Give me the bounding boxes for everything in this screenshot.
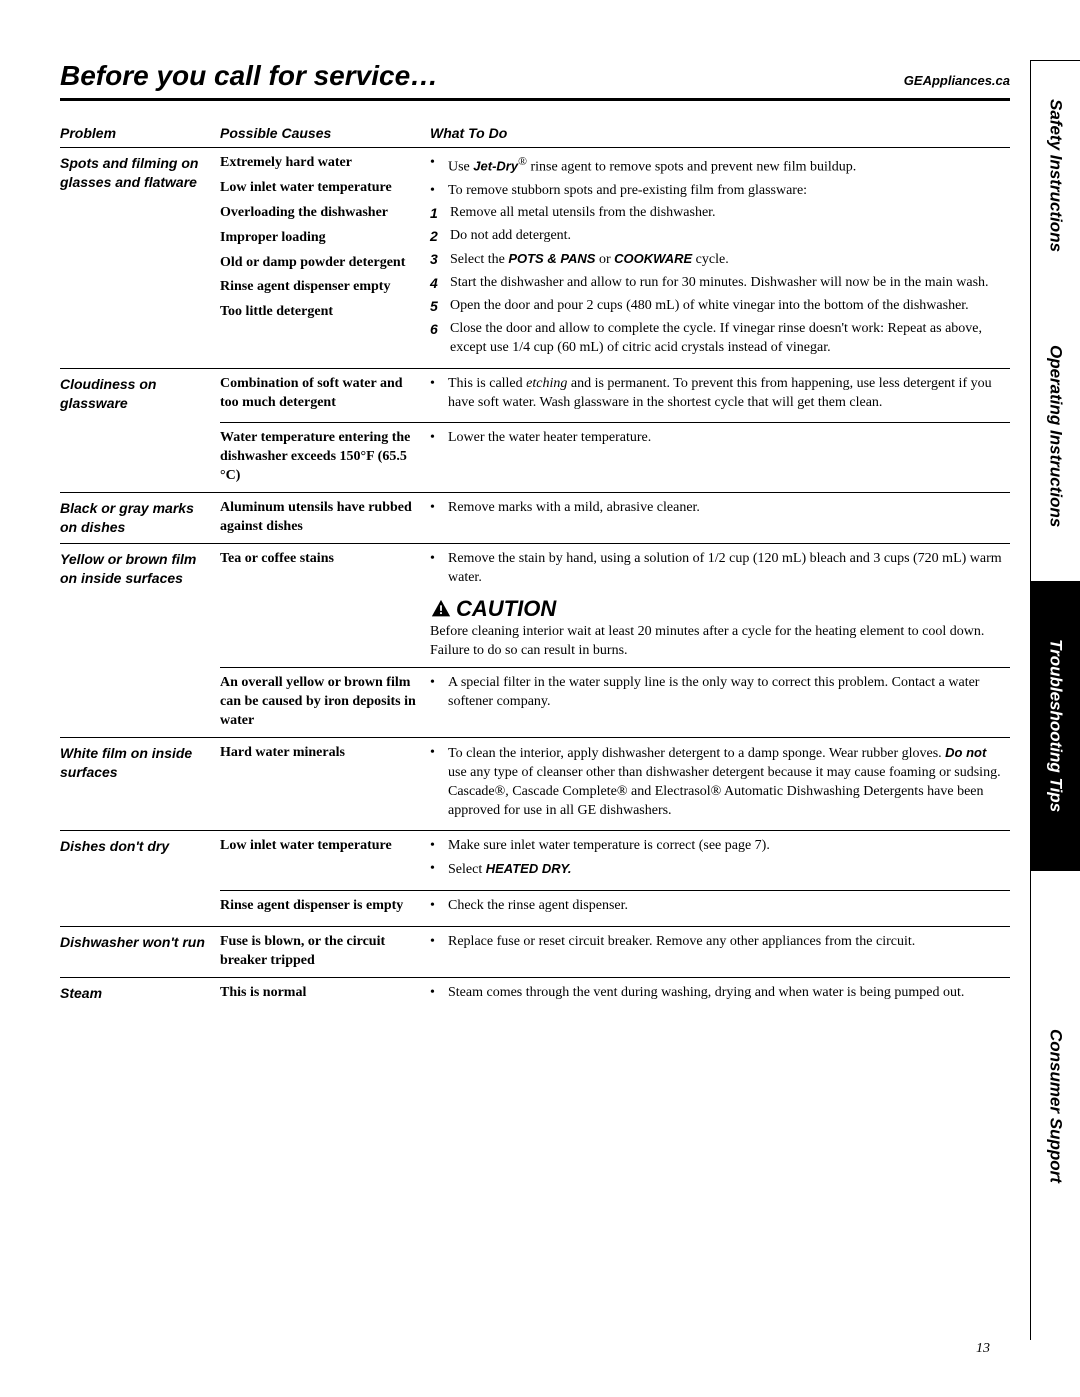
cause-cell: An overall yellow or brown film can be c… xyxy=(220,668,430,738)
cause-cell: Tea or coffee stains xyxy=(220,543,430,667)
todo-cell: •Use Jet-Dry® rinse agent to remove spot… xyxy=(430,148,1010,369)
todo-cell: •Lower the water heater temperature. xyxy=(430,423,1010,493)
table-row: Spots and filming on glasses and flatwar… xyxy=(60,148,1010,369)
todo-step: 1Remove all metal utensils from the dish… xyxy=(430,204,1002,223)
table-row: White film on inside surfaces Hard water… xyxy=(60,737,1010,831)
caution-text: Before cleaning interior wait at least 2… xyxy=(430,623,1002,661)
cause-cell: Aluminum utensils have rubbed against di… xyxy=(220,493,430,544)
cause-cell: Water temperature entering the dishwashe… xyxy=(220,423,430,493)
todo-bullet: •Use Jet-Dry® rinse agent to remove spot… xyxy=(430,154,1002,178)
todo-cell: •This is called etching and is permanent… xyxy=(430,368,1010,423)
cause-item: Old or damp powder detergent xyxy=(220,254,422,273)
problem-cell: White film on inside surfaces xyxy=(60,737,220,831)
cause-cell: This is normal xyxy=(220,977,430,1012)
problem-cell: Dishwasher won't run xyxy=(60,927,220,978)
cause-item: Too little detergent xyxy=(220,303,422,322)
table-row: Black or gray marks on dishes Aluminum u… xyxy=(60,493,1010,544)
page-content: Before you call for service… GEAppliance… xyxy=(0,0,1080,1397)
todo-cell: •Steam comes through the vent during was… xyxy=(430,977,1010,1012)
tab-consumer-support[interactable]: Consumer Support xyxy=(1031,871,1080,1341)
todo-cell: •Replace fuse or reset circuit breaker. … xyxy=(430,927,1010,978)
cause-cell: Extremely hard water Low inlet water tem… xyxy=(220,148,430,369)
problem-cell: Spots and filming on glasses and flatwar… xyxy=(60,148,220,369)
todo-cell: •Make sure inlet water temperature is co… xyxy=(430,831,1010,891)
warning-icon xyxy=(430,598,452,620)
col-todo: What To Do xyxy=(430,119,1010,148)
problem-cell: Cloudiness on glassware xyxy=(60,368,220,492)
problem-cell: Yellow or brown film on inside surfaces xyxy=(60,543,220,737)
troubleshooting-table: Problem Possible Causes What To Do Spots… xyxy=(60,119,1010,1013)
tab-troubleshooting-tips[interactable]: Troubleshooting Tips xyxy=(1031,581,1080,871)
cause-item: Rinse agent dispenser empty xyxy=(220,278,422,297)
problem-cell: Black or gray marks on dishes xyxy=(60,493,220,544)
todo-bullet: •To remove stubborn spots and pre-existi… xyxy=(430,182,1002,201)
todo-cell: •Remove the stain by hand, using a solut… xyxy=(430,543,1010,667)
caution-block: CAUTION Before cleaning interior wait at… xyxy=(430,594,1002,661)
cause-cell: Low inlet water temperature xyxy=(220,831,430,891)
page-title: Before you call for service… xyxy=(60,60,438,92)
todo-step: 5Open the door and pour 2 cups (480 mL) … xyxy=(430,297,1002,316)
caution-heading: CAUTION xyxy=(430,594,1002,624)
todo-step: 6Close the door and allow to complete th… xyxy=(430,320,1002,358)
table-row: Dishes don't dry Low inlet water tempera… xyxy=(60,831,1010,891)
todo-step: 3Select the POTS & PANS or COOKWARE cycl… xyxy=(430,250,1002,270)
cause-cell: Fuse is blown, or the circuit breaker tr… xyxy=(220,927,430,978)
cause-cell: Combination of soft water and too much d… xyxy=(220,368,430,423)
tab-safety-instructions[interactable]: Safety Instructions xyxy=(1031,61,1080,291)
table-row: Dishwasher won't run Fuse is blown, or t… xyxy=(60,927,1010,978)
table-row: Yellow or brown film on inside surfaces … xyxy=(60,543,1010,667)
cause-item: Extremely hard water xyxy=(220,154,422,173)
todo-cell: •A special filter in the water supply li… xyxy=(430,668,1010,738)
todo-cell: •Check the rinse agent dispenser. xyxy=(430,891,1010,927)
cause-item: Improper loading xyxy=(220,229,422,248)
cause-item: Overloading the dishwasher xyxy=(220,204,422,223)
table-row: Steam This is normal •Steam comes throug… xyxy=(60,977,1010,1012)
cause-cell: Hard water minerals xyxy=(220,737,430,831)
cause-cell: Rinse agent dispenser is empty xyxy=(220,891,430,927)
todo-cell: •Remove marks with a mild, abrasive clea… xyxy=(430,493,1010,544)
page-header: Before you call for service… GEAppliance… xyxy=(60,60,1010,101)
brand-url: GEAppliances.ca xyxy=(904,73,1010,88)
tab-operating-instructions[interactable]: Operating Instructions xyxy=(1031,291,1080,581)
cause-item: Low inlet water temperature xyxy=(220,179,422,198)
todo-step: 2Do not add detergent. xyxy=(430,227,1002,246)
col-cause: Possible Causes xyxy=(220,119,430,148)
todo-step: 4Start the dishwasher and allow to run f… xyxy=(430,274,1002,293)
page-number: 13 xyxy=(976,1341,990,1357)
col-problem: Problem xyxy=(60,119,220,148)
side-tabs: Safety Instructions Operating Instructio… xyxy=(1030,60,1080,1340)
problem-cell: Steam xyxy=(60,977,220,1012)
table-row: Cloudiness on glassware Combination of s… xyxy=(60,368,1010,423)
todo-cell: •To clean the interior, apply dishwasher… xyxy=(430,737,1010,831)
problem-cell: Dishes don't dry xyxy=(60,831,220,927)
